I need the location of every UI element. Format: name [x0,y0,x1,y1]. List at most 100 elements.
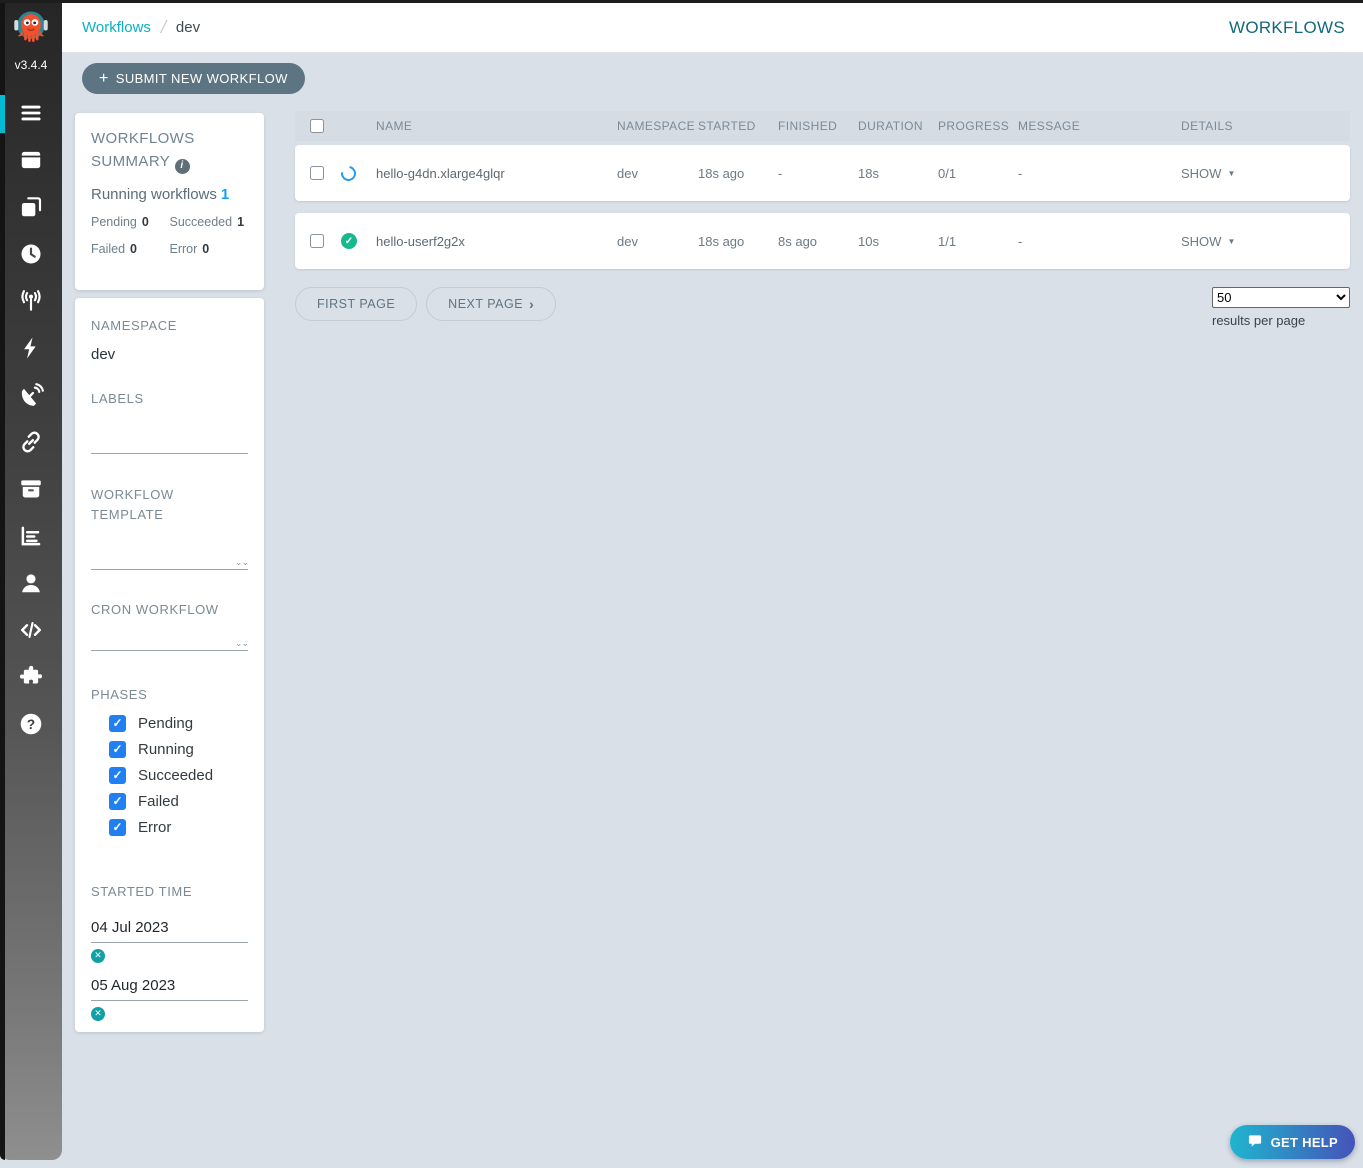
table-row[interactable]: ✓ hello-userf2g2x dev 18s ago 8s ago 10s… [295,213,1350,269]
puzzle-piece-icon [18,664,44,695]
namespace-label: NAMESPACE [91,318,178,333]
page-title: WORKFLOWS [1228,17,1345,37]
plus-icon: + [99,69,109,87]
row-checkbox[interactable] [310,166,324,180]
workflow-message: - [1018,233,1023,249]
workflow-finished: 8s ago [778,233,818,249]
bar-chart-icon [18,523,44,554]
labels-input[interactable] [91,416,248,454]
workflow-template-label: WORKFLOW TEMPLATE [91,486,174,523]
window-icon [18,147,44,178]
summary-stats: Pending 0 Succeeded 1 Failed 0 Error 0 [91,213,248,260]
col-namespace: NAMESPACE [617,119,696,133]
workflow-template-select[interactable]: ⌄⌄ [91,532,249,571]
sidebar-item-event-bindings[interactable] [0,421,62,468]
link-icon [18,429,44,460]
submit-new-workflow-button[interactable]: + SUBMIT NEW WORKFLOW [82,63,305,94]
chevron-right-icon: › [529,296,535,312]
col-finished: FINISHED [778,119,838,133]
bolt-icon [18,335,44,366]
main-content: + SUBMIT NEW WORKFLOW WORKFLOWS SUMMARY … [62,53,1363,1168]
app-version: v3.4.4 [14,58,48,72]
workflows-table: NAME NAMESPACE STARTED FINISHED DURATION… [295,111,1350,269]
get-help-button[interactable]: GET HELP [1229,1125,1355,1159]
submit-new-workflow-label: SUBMIT NEW WORKFLOW [115,71,288,86]
col-started: STARTED [698,119,756,133]
workflow-duration: 10s [858,233,879,249]
workflow-name[interactable]: hello-userf2g2x [376,233,465,249]
phase-row-pending: ✓ Pending [109,714,248,732]
sidebar-item-reports[interactable] [0,515,62,562]
cron-workflow-label: CRON WORKFLOW [91,602,219,618]
workflow-progress: 1/1 [938,233,957,249]
show-details-button[interactable]: SHOW ▼ [1181,233,1236,249]
workflow-finished: - [778,165,783,181]
col-progress: PROGRESS [938,119,1010,133]
info-icon[interactable]: i [174,158,190,174]
filters-panel: NAMESPACE dev LABELS WORKFLOW TEMPLATE ⌄… [75,298,264,1032]
sidebar-item-workflows[interactable] [0,139,62,186]
breadcrumb-workflows-link[interactable]: Workflows [82,19,151,36]
phase-row-succeeded: ✓ Succeeded [109,766,248,784]
sidebar-item-cron-workflows[interactable] [0,233,62,280]
broadcast-tower-icon [18,288,44,319]
sidebar: v3.4.4 [0,0,62,1160]
chevron-down-icon: ⌄⌄ [234,557,249,568]
sidebar-item-api-docs[interactable] [0,609,62,656]
stat-pending: Pending 0 [91,214,149,229]
running-workflows-line: Running workflows 1 [91,185,230,203]
col-name: NAME [376,119,413,133]
table-header: NAME NAMESPACE STARTED FINISHED DURATION… [295,111,1350,141]
caret-down-icon: ▼ [1227,168,1236,178]
topbar: Workflows / dev WORKFLOWS [62,3,1363,53]
failed-checkbox[interactable]: ✓ [109,792,126,810]
sidebar-item-event-flow[interactable] [0,280,62,327]
sidebar-item-archived-workflows[interactable] [0,468,62,515]
first-page-button[interactable]: FIRST PAGE [295,287,418,321]
end-date-input[interactable]: 05 Aug 2023 [91,976,176,994]
clear-start-date-button[interactable]: ✕ [91,948,105,963]
table-row[interactable]: hello-g4dn.xlarge4glqr dev 18s ago - 18s… [295,145,1350,201]
sidebar-item-event-sources[interactable] [0,327,62,374]
workflow-namespace: dev [617,165,638,181]
workflow-message: - [1018,165,1023,181]
running-checkbox[interactable]: ✓ [109,740,126,758]
sidebar-item-plugins[interactable] [0,656,62,703]
breadcrumb: Workflows / dev [82,17,200,38]
cron-workflow-select[interactable]: ⌄⌄ [91,627,249,651]
stat-failed: Failed 0 [91,242,137,257]
start-date-input[interactable]: 04 Jul 2023 [91,918,169,936]
pagination: FIRST PAGE NEXT PAGE › [295,287,557,321]
error-checkbox[interactable]: ✓ [109,818,126,836]
sidebar-item-help[interactable]: ? [0,703,62,750]
workflow-duration: 18s [858,165,879,181]
select-all-checkbox[interactable] [310,119,324,133]
workflow-progress: 0/1 [938,165,957,181]
sidebar-item-user[interactable] [0,562,62,609]
end-date-underline [91,999,248,1001]
stat-succeeded: Succeeded 1 [169,214,245,229]
archive-box-icon [18,476,44,507]
show-details-button[interactable]: SHOW ▼ [1181,165,1236,181]
results-per-page-select[interactable]: 50 [1212,287,1350,308]
namespace-value[interactable]: dev [91,345,116,363]
start-date-underline [91,941,248,943]
breadcrumb-separator: / [158,17,169,37]
next-page-button[interactable]: NEXT PAGE › [426,287,557,321]
sidebar-item-workflow-templates[interactable] [0,186,62,233]
chat-bubble-icon [1247,1133,1263,1151]
clear-end-date-button[interactable]: ✕ [91,1006,105,1021]
phase-row-failed: ✓ Failed [109,792,248,810]
col-message: MESSAGE [1018,119,1081,133]
workflow-name[interactable]: hello-g4dn.xlarge4glqr [376,165,505,181]
menu-icon [18,100,44,131]
sidebar-item-menu[interactable] [0,92,62,139]
pending-checkbox[interactable]: ✓ [109,714,126,732]
col-duration: DURATION [858,119,923,133]
succeeded-checkbox[interactable]: ✓ [109,766,126,784]
sidebar-item-sensors[interactable] [0,374,62,421]
row-checkbox[interactable] [310,234,324,248]
clock-icon [18,241,44,272]
col-details: DETAILS [1181,119,1233,133]
phases-label: PHASES [91,686,148,702]
